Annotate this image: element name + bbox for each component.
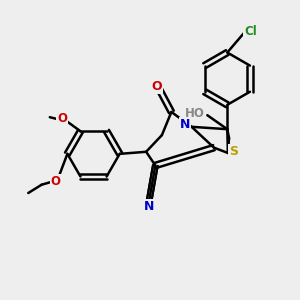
Text: HO: HO (185, 107, 205, 120)
Text: Cl: Cl (244, 25, 257, 38)
Text: O: O (51, 175, 61, 188)
Text: N: N (180, 118, 190, 131)
Text: N: N (144, 200, 154, 213)
Text: O: O (57, 112, 67, 125)
Text: S: S (229, 145, 238, 158)
Text: O: O (151, 80, 162, 93)
